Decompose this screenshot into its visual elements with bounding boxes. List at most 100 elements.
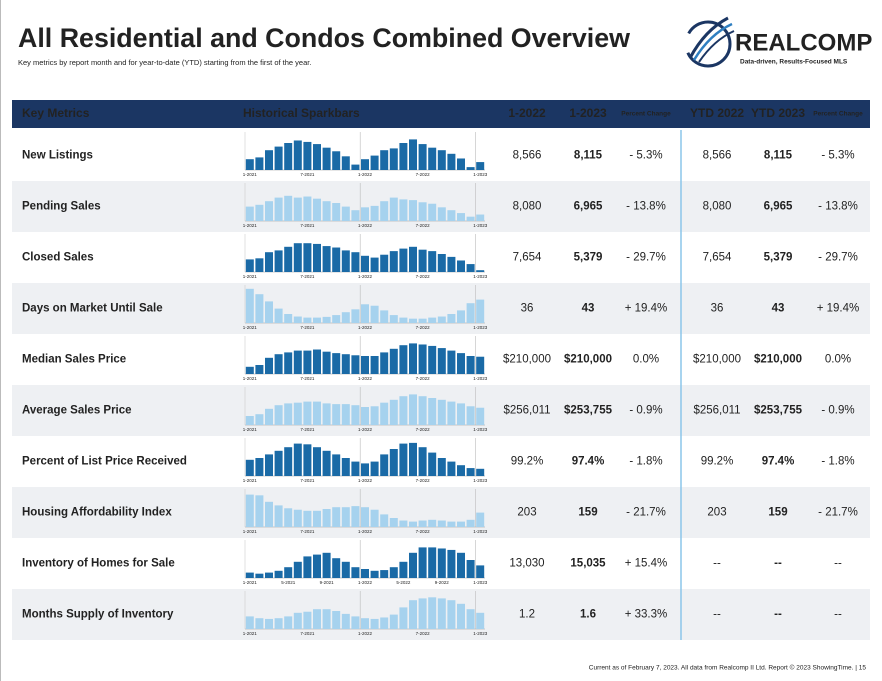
sparkbar xyxy=(370,618,379,629)
metric-label: Median Sales Price xyxy=(22,354,126,366)
sparkbar xyxy=(399,199,408,221)
sparkbar xyxy=(466,264,475,272)
sparkbar xyxy=(245,366,254,374)
cell-value: 8,115 xyxy=(764,150,793,162)
spark-label: 7-2021 xyxy=(300,478,315,483)
metric-label: Months Supply of Inventory xyxy=(22,609,174,621)
sparkbar xyxy=(245,259,254,272)
sparkbar xyxy=(245,159,254,170)
spark-label: 7-2022 xyxy=(416,631,431,636)
sparkbar xyxy=(265,618,273,629)
cell-value: 97.4% xyxy=(572,456,605,468)
sparkbar xyxy=(341,250,350,272)
cell-value: 8,566 xyxy=(703,150,732,162)
sparkbar xyxy=(428,597,437,629)
cell-value: $210,000 xyxy=(693,354,741,366)
sparkbar xyxy=(322,609,331,629)
sparkbar xyxy=(313,317,321,323)
sparkbar xyxy=(274,505,283,527)
cell-value: 1.2 xyxy=(519,609,535,621)
sparkbar xyxy=(457,158,465,170)
cell-value: -- xyxy=(834,558,842,570)
sparkbar xyxy=(351,164,360,170)
metric-label: Closed Sales xyxy=(22,252,94,264)
sparkbar xyxy=(466,216,475,221)
sparkbar xyxy=(409,200,417,221)
column-header: Historical Sparkbars xyxy=(243,106,360,120)
sparkbar xyxy=(255,618,264,629)
cell-value: 8,115 xyxy=(574,150,603,162)
sparkbar xyxy=(255,414,264,425)
sparkbar xyxy=(457,213,465,221)
sparkbar xyxy=(399,607,408,629)
spark-label: 5-2021 xyxy=(281,580,296,585)
cell-value: $256,011 xyxy=(503,405,550,417)
sparkbar xyxy=(399,520,408,527)
sparkbar xyxy=(399,443,408,476)
sparkbar xyxy=(437,150,446,170)
sparkbar xyxy=(409,139,417,170)
sparkbar xyxy=(399,345,408,374)
sparkbar xyxy=(341,561,350,578)
sparkbar xyxy=(361,304,369,323)
cell-value: 15,035 xyxy=(570,558,606,570)
sparkbar xyxy=(457,521,465,527)
sparkbar xyxy=(284,403,293,425)
spark-label: 1-2021 xyxy=(243,478,258,483)
sparkbar xyxy=(293,140,302,170)
sparkbar xyxy=(322,316,331,323)
column-header: 1-2023 xyxy=(569,106,607,120)
cell-value: $210,000 xyxy=(503,354,551,366)
sparkbar xyxy=(341,613,350,629)
cell-value: - 29.7% xyxy=(818,252,858,264)
row-background xyxy=(12,487,870,538)
sparkbar xyxy=(466,560,475,578)
sparkbar xyxy=(361,569,369,578)
sparkbar xyxy=(389,315,398,323)
cell-value: 8,080 xyxy=(513,201,542,213)
sparkbar xyxy=(332,353,341,374)
cell-value: 97.4% xyxy=(762,456,795,468)
sparkbar xyxy=(476,468,485,476)
spark-label: 7-2022 xyxy=(416,529,431,534)
spark-label: 1-2022 xyxy=(358,580,373,585)
sparkbar xyxy=(284,616,293,629)
sparkbar xyxy=(245,206,254,221)
sparkbar xyxy=(265,357,273,374)
cell-value: 203 xyxy=(707,507,726,519)
cell-value: 0.0% xyxy=(825,354,851,366)
sparkbar xyxy=(303,444,312,476)
sparkbar xyxy=(437,520,446,527)
sparkbar xyxy=(351,461,360,476)
spark-label: 1-2021 xyxy=(243,172,258,177)
sparkbar xyxy=(245,616,254,629)
spark-label: 7-2022 xyxy=(416,325,431,330)
sparkbar xyxy=(303,243,312,272)
cell-value: 36 xyxy=(521,303,534,315)
sparkbar xyxy=(389,348,398,374)
sparkbar xyxy=(380,570,389,578)
sparkbar xyxy=(409,318,417,323)
sparkbar xyxy=(332,247,341,272)
sparkbar xyxy=(380,201,389,221)
sparkbar xyxy=(341,156,350,170)
sparkbar xyxy=(284,143,293,170)
spark-label: 1-2023 xyxy=(473,172,488,177)
cell-value: - 21.7% xyxy=(626,507,666,519)
column-header: YTD 2023 xyxy=(751,106,805,120)
sparkbar xyxy=(466,609,475,629)
sparkbar xyxy=(284,352,293,374)
cell-value: -- xyxy=(834,609,842,621)
cell-value: $256,011 xyxy=(693,405,740,417)
sparkbar xyxy=(303,510,312,527)
sparkbar xyxy=(303,141,312,170)
sparkbar xyxy=(341,354,350,374)
sparkbar xyxy=(380,514,389,527)
cell-value: + 19.4% xyxy=(817,303,860,315)
sparkbar xyxy=(313,401,321,425)
spark-label: 1-2021 xyxy=(243,376,258,381)
sparkbar xyxy=(322,201,331,221)
metric-label: Housing Affordability Index xyxy=(22,507,172,519)
sparkbar xyxy=(332,558,341,578)
sparkbar xyxy=(313,198,321,221)
